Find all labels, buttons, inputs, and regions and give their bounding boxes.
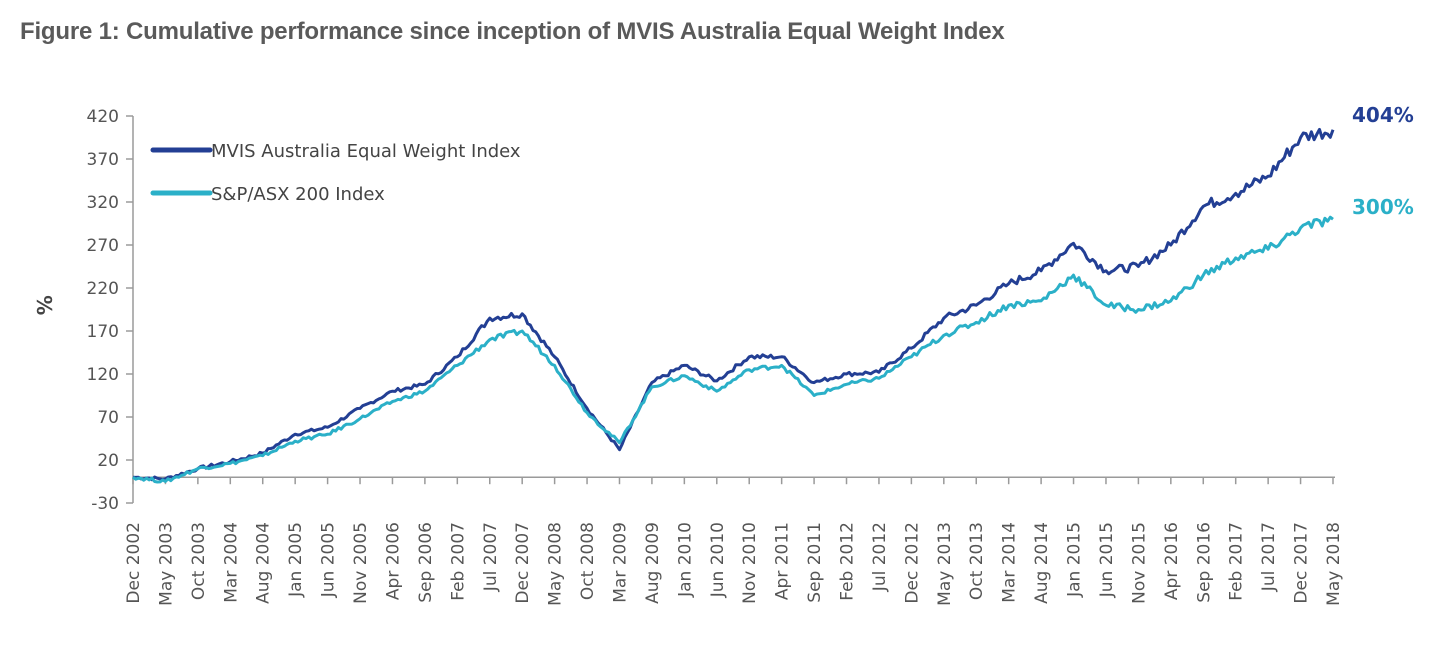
x-tick-label: Sep 2006 xyxy=(416,522,436,603)
x-tick-label: Sep 2011 xyxy=(805,522,825,603)
chart-title: Figure 1: Cumulative performance since i… xyxy=(20,18,1005,45)
x-tick-label: Feb 2012 xyxy=(838,522,858,601)
x-tick-label: May 2008 xyxy=(546,522,566,606)
y-tick-label: 420 xyxy=(87,107,119,127)
end-value-label-asx200: 300% xyxy=(1352,195,1414,219)
x-tick-label: Jun 2010 xyxy=(708,522,728,598)
y-tick-label: 120 xyxy=(87,365,119,385)
x-tick-label: Feb 2007 xyxy=(448,522,468,601)
x-tick-label: Apr 2011 xyxy=(773,522,793,600)
legend-label: S&P/ASX 200 Index xyxy=(211,184,385,205)
y-tick-label: 20 xyxy=(97,451,119,471)
x-tick-label: Dec 2012 xyxy=(902,522,922,604)
x-tick-label: Aug 2004 xyxy=(254,522,274,604)
x-tick-label: Jun 2015 xyxy=(1097,522,1117,598)
x-tick-label: Mar 2009 xyxy=(610,522,630,603)
x-tick-label: Sep 2016 xyxy=(1194,522,1214,603)
end-labels: 404% 300% xyxy=(1352,103,1414,219)
end-value-label-mvis: 404% xyxy=(1352,103,1414,127)
x-tick-label: Nov 2015 xyxy=(1129,522,1149,604)
legend-label: MVIS Australia Equal Weight Index xyxy=(211,141,521,162)
x-tick-label: Oct 2003 xyxy=(189,522,209,600)
x-tick-label: Jul 2007 xyxy=(481,522,501,592)
x-tick-label: Apr 2016 xyxy=(1162,522,1182,600)
x-tick-label: Feb 2017 xyxy=(1227,522,1247,601)
y-tick-label: 220 xyxy=(87,279,119,299)
x-tick-label: Mar 2014 xyxy=(1000,522,1020,603)
x-tick-label: Nov 2010 xyxy=(740,522,760,604)
y-tick-label: 70 xyxy=(97,408,119,428)
x-tick-label: Aug 2009 xyxy=(643,522,663,604)
series-line-mvis xyxy=(132,127,1335,482)
x-tick-label: May 2018 xyxy=(1324,522,1344,606)
x-tick-label: Nov 2005 xyxy=(351,522,371,604)
x-tick-label: Jan 2010 xyxy=(675,522,695,598)
x-tick-label: Oct 2013 xyxy=(967,522,987,600)
x-tick-label: May 2003 xyxy=(156,522,176,606)
x-tick-label: May 2013 xyxy=(935,522,955,606)
x-tick-label: Dec 2017 xyxy=(1292,522,1312,604)
x-tick-label: Jun 2005 xyxy=(319,522,339,598)
x-tick-label: Oct 2008 xyxy=(578,522,598,600)
y-tick-label: 370 xyxy=(87,150,119,170)
x-tick-label: Dec 2007 xyxy=(513,522,533,604)
x-tick-label: Jul 2012 xyxy=(870,522,890,592)
series-line-asx200 xyxy=(132,215,1334,484)
y-axis-title: % xyxy=(33,295,57,315)
series-group xyxy=(132,127,1335,484)
x-tick-label: Mar 2004 xyxy=(221,522,241,603)
x-tick-label: Jul 2017 xyxy=(1259,522,1279,592)
y-tick-label: 270 xyxy=(87,236,119,256)
x-tick-label: Jan 2015 xyxy=(1065,522,1085,598)
y-tick-label: -30 xyxy=(91,494,119,514)
y-tick-label: 320 xyxy=(87,193,119,213)
x-tick-label: Jan 2005 xyxy=(286,522,306,598)
x-tick-label: Aug 2014 xyxy=(1032,522,1052,604)
legend: MVIS Australia Equal Weight Index S&P/ASX… xyxy=(150,141,521,205)
x-tick-label: Apr 2006 xyxy=(383,522,403,600)
x-tick-label: Dec 2002 xyxy=(124,522,144,604)
y-tick-label: 170 xyxy=(87,322,119,342)
